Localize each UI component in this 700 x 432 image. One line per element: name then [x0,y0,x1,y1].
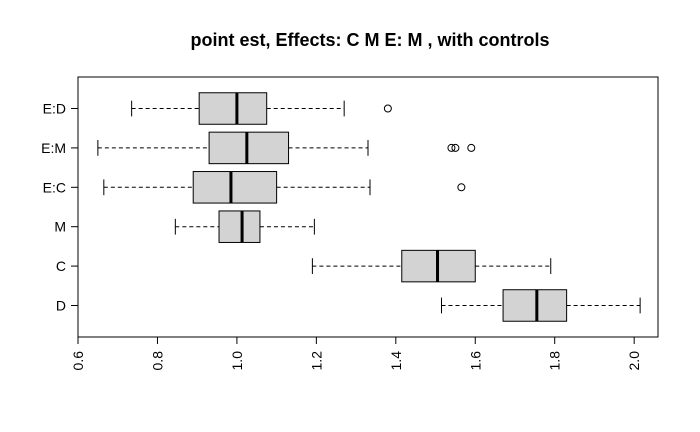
outlier-point [383,104,392,113]
box-group-m [174,210,315,243]
x-tick-label: 0.8 [149,351,165,371]
box [198,92,268,125]
boxes-layer [97,92,641,322]
y-tick-label: E:C [43,179,66,195]
box [192,171,278,204]
x-tick-label: 1.6 [467,351,483,371]
x-tick-label: 1.0 [229,351,245,371]
y-tick-label: C [56,258,66,274]
box [502,289,568,322]
box-group-d [440,289,641,322]
plot-frame [77,76,659,338]
y-axis: D C M E:C E:M E:D [41,101,79,313]
outlier-point [467,143,476,152]
chart-title: point est, Effects: C M E: M , with cont… [190,30,549,50]
box-group-c [311,249,552,283]
x-tick-label: 0.6 [70,351,86,371]
x-tick-label: 1.8 [547,351,563,371]
outlier-point [457,183,466,192]
y-tick-label: E:M [41,140,66,156]
box [208,131,290,165]
y-tick-label: D [56,297,66,313]
box-group-e-m [97,131,476,165]
x-axis: 0.6 0.8 1.0 1.2 1.4 1.6 1.8 2.0 [70,336,642,371]
x-tick-label: 1.4 [388,351,404,371]
box [218,210,261,243]
box-group-e-c [103,171,466,204]
outlier-point [447,143,456,152]
x-tick-label: 1.2 [308,351,324,371]
y-tick-label: M [54,219,66,235]
outlier-point [451,143,460,152]
x-tick-label: 2.0 [626,351,642,371]
box-group-e-d [131,92,392,125]
y-tick-label: E:D [43,101,66,117]
